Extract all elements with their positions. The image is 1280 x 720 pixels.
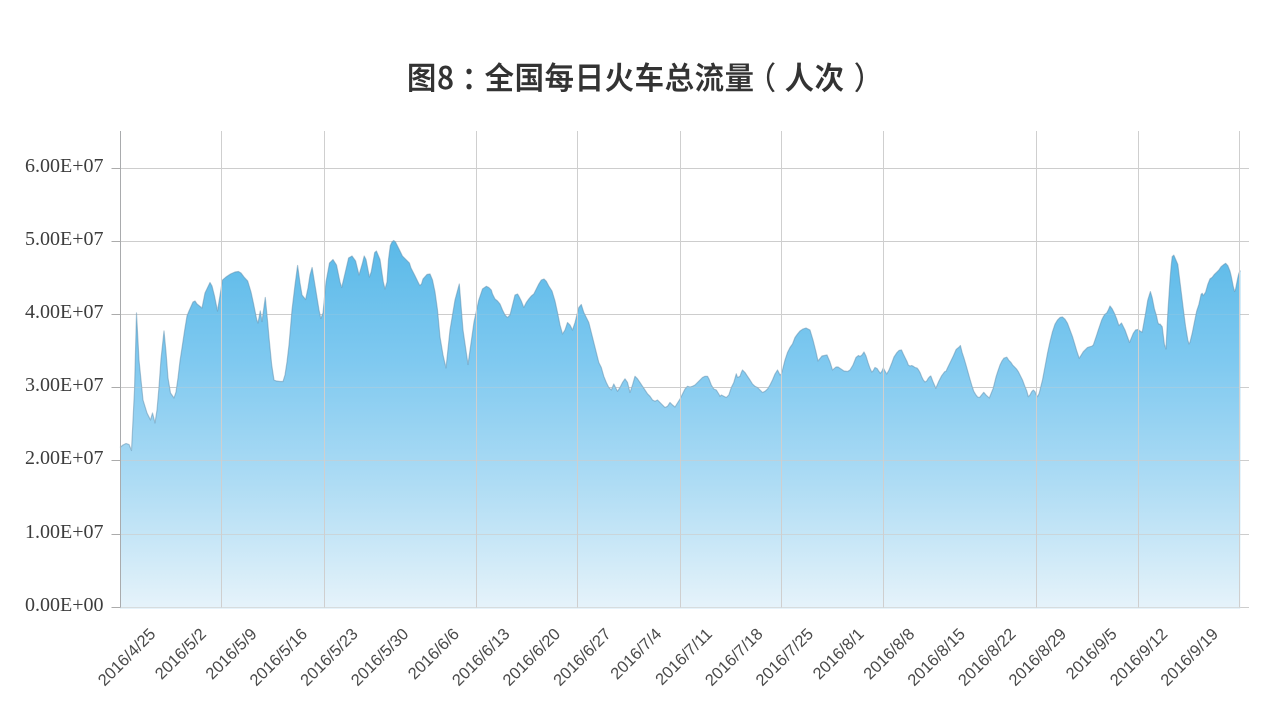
svg-text:3.00E+07: 3.00E+07: [25, 374, 104, 396]
svg-text:4.00E+07: 4.00E+07: [25, 301, 104, 323]
svg-text:2.00E+07: 2.00E+07: [25, 447, 104, 469]
svg-text:0.00E+00: 0.00E+00: [25, 594, 104, 616]
svg-text:5.00E+07: 5.00E+07: [25, 228, 104, 250]
svg-text:1.00E+07: 1.00E+07: [25, 521, 104, 543]
svg-text:2016/8/1: 2016/8/1: [810, 625, 868, 683]
svg-text:2016/4/25: 2016/4/25: [95, 625, 160, 690]
svg-text:6.00E+07: 6.00E+07: [25, 155, 104, 177]
svg-text:2016/5/2: 2016/5/2: [152, 625, 210, 683]
